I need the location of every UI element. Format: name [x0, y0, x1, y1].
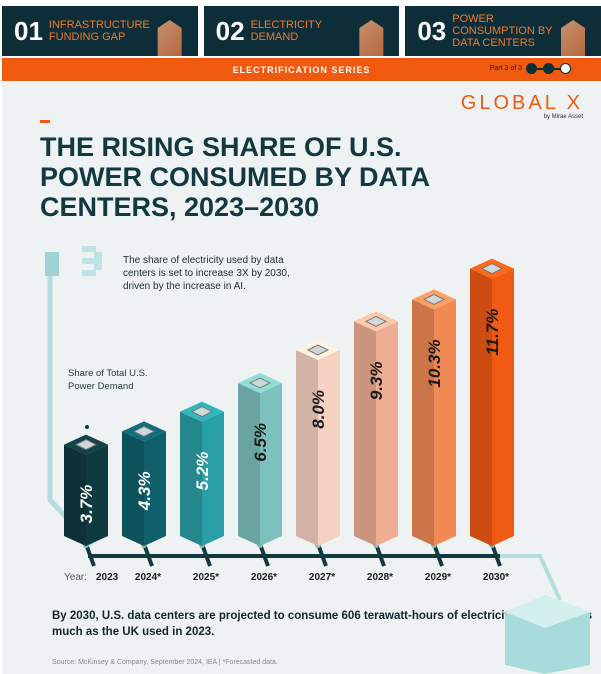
- series-title: ELECTRIFICATION SERIES: [232, 64, 371, 75]
- bar-left-face: [412, 299, 434, 546]
- chip-icon: [364, 315, 388, 327]
- socket-icon: [82, 246, 102, 276]
- tab-label: Infrastructure Funding Gap: [48, 19, 150, 43]
- bar-value-label: 3.7%: [77, 485, 96, 524]
- step-dot-current[interactable]: [560, 63, 571, 74]
- tab-number: 01: [14, 15, 43, 46]
- tab-label: Power Consumption by Data Centers: [452, 13, 553, 49]
- bar-left-face: [296, 350, 318, 546]
- x-tick-label: 2030*: [483, 572, 509, 583]
- bar-left-face: [64, 444, 86, 546]
- bar-right-face: [376, 321, 398, 546]
- chip-icon: [480, 263, 504, 275]
- tab-power-consumption[interactable]: 03 Power Consumption by Data Centers: [405, 6, 601, 56]
- chip-icon: [132, 425, 156, 437]
- step-dot[interactable]: [526, 63, 537, 74]
- plug-icon: [45, 252, 59, 276]
- step-dot[interactable]: [543, 63, 554, 74]
- tab-number: 03: [417, 15, 447, 46]
- bar-right-face: [318, 350, 340, 546]
- tab-electricity[interactable]: 02 Electricity Demand: [203, 6, 400, 56]
- tab-label: Electricity Demand: [250, 19, 322, 43]
- summary-text: By 2030, U.S. data centers are projected…: [52, 610, 593, 638]
- server-rack-icon: [505, 595, 590, 628]
- chip-icon: [306, 344, 330, 356]
- bar-left-face: [122, 431, 144, 546]
- bar-left-face: [180, 411, 202, 546]
- bar-right-face: [492, 268, 514, 546]
- x-tick-label: 2028*: [367, 572, 393, 583]
- tab-number: 02: [215, 15, 245, 46]
- chip-icon: [190, 406, 214, 418]
- x-tick-label: 2027*: [309, 572, 335, 583]
- part-indicator: Part 3 of 3: [490, 63, 571, 74]
- x-tick-label: 2024*: [135, 572, 161, 583]
- chip-icon: [422, 293, 446, 305]
- bar-left-face: [238, 383, 260, 546]
- bar-value-label: 9.3%: [367, 361, 386, 400]
- series-banner: ELECTRIFICATION SERIES Part 3 of 3: [2, 58, 601, 81]
- y-axis-label: Share of Total U.S. Power Demand: [68, 368, 148, 392]
- bar-right-face: [202, 411, 224, 546]
- bar-right-face: [434, 299, 456, 546]
- bar-value-label: 4.3%: [135, 471, 154, 511]
- bar-right-face: [144, 431, 166, 546]
- building-illustration-icon: [359, 20, 384, 56]
- server-illustration-icon: [561, 20, 586, 56]
- title-accent: [40, 120, 50, 123]
- bar-value-label: 6.5%: [251, 423, 270, 462]
- bar-value-label: 5.2%: [193, 452, 212, 491]
- x-tick-label: 2023: [96, 572, 119, 583]
- chip-icon: [74, 439, 98, 451]
- y-label-pointer: [85, 425, 89, 429]
- bar-left-face: [470, 268, 492, 546]
- bar-value-label: 11.7%: [483, 309, 502, 356]
- part-label: Part 3 of 3: [489, 65, 522, 72]
- x-tick-label: 2029*: [425, 572, 451, 583]
- logo-name: GLOBAL X: [460, 92, 583, 114]
- logo-sub: by Mirae Asset: [543, 114, 583, 120]
- tower-illustration-icon: [157, 20, 182, 56]
- x-axis-label: Year:: [64, 572, 87, 583]
- source-text: Source: McKinsey & Company, September 20…: [52, 659, 278, 666]
- bar-right-face: [86, 444, 108, 546]
- chip-icon: [248, 377, 272, 389]
- series-tabs: 01 Infrastructure Funding Gap 02 Electrici…: [2, 6, 601, 56]
- bar-right-face: [260, 383, 282, 546]
- bar-left-face: [354, 321, 376, 546]
- cable-line: [500, 554, 562, 601]
- chart-note: The share of electricity used by data ce…: [123, 255, 290, 292]
- bar-value-label: 8.0%: [309, 390, 328, 429]
- tab-infrastructure[interactable]: 01 Infrastructure Funding Gap: [2, 6, 198, 56]
- page-title: THE RISING SHARE OF U.S. POWER CONSUMED …: [40, 132, 430, 222]
- x-tick-label: 2025*: [193, 572, 219, 583]
- x-tick-label: 2026*: [251, 572, 277, 583]
- bar-value-label: 10.3%: [425, 339, 444, 387]
